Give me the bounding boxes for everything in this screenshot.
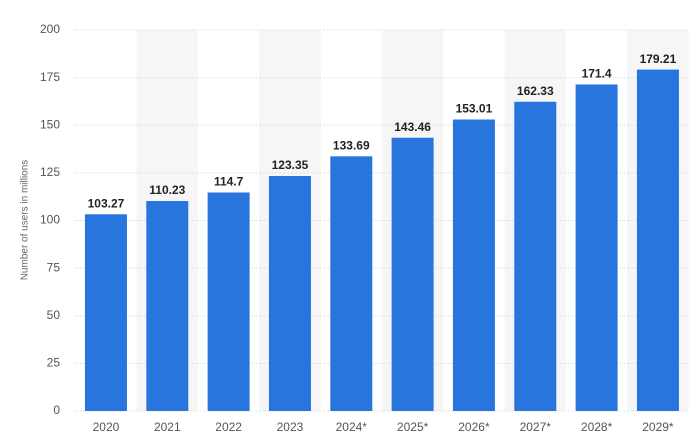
bar (391, 137, 434, 412)
x-tick-label: 2020 (93, 420, 120, 434)
y-tick-label: 125 (40, 165, 60, 179)
y-tick-label: 200 (40, 22, 60, 36)
bar (207, 192, 250, 411)
value-label: 133.69 (333, 138, 370, 152)
y-tick-label: 50 (47, 308, 61, 322)
y-tick-label: 25 (47, 356, 61, 370)
value-label: 162.33 (517, 84, 554, 98)
bar (636, 69, 679, 411)
x-tick-label: 2025* (397, 420, 429, 434)
y-tick-label: 150 (40, 117, 60, 131)
bar (575, 84, 618, 411)
x-tick-label: 2026* (458, 420, 490, 434)
y-tick-label: 175 (40, 70, 60, 84)
bar (146, 201, 189, 411)
value-label: 143.46 (394, 120, 431, 134)
bar (84, 214, 127, 411)
x-tick-label: 2021 (154, 420, 181, 434)
x-tick-label: 2027* (520, 420, 552, 434)
value-label: 153.01 (456, 102, 493, 116)
value-label: 110.23 (149, 183, 185, 197)
y-tick-label: 100 (40, 213, 60, 227)
y-tick-label: 75 (47, 260, 61, 274)
value-label: 123.35 (272, 158, 309, 172)
x-tick-label: 2023 (277, 420, 304, 434)
x-tick-label: 2029* (642, 420, 674, 434)
bar (514, 101, 557, 411)
x-tick-label: 2028* (581, 420, 613, 434)
bar (452, 119, 495, 411)
x-tick-label: 2022 (215, 420, 242, 434)
x-tick-label: 2024* (336, 420, 368, 434)
y-axis-label: Number of users in millions (20, 160, 31, 281)
value-label: 114.7 (214, 175, 244, 189)
value-label: 179.21 (640, 52, 677, 66)
value-label: 171.4 (582, 67, 612, 81)
bar (330, 156, 373, 411)
value-label: 103.27 (88, 196, 125, 210)
bar (268, 176, 311, 411)
y-tick-label: 0 (53, 403, 60, 417)
